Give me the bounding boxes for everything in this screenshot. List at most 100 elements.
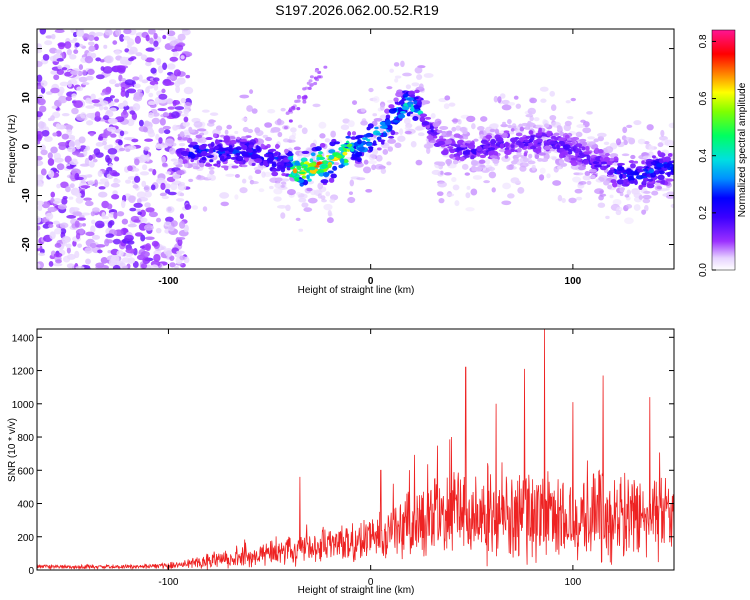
halo-blob [234,194,239,200]
halo-blob [352,100,358,105]
ridge-blob [316,170,321,174]
halo-blob [251,108,258,114]
noise-blob [151,240,159,247]
noise-blob [78,136,86,144]
noise-blob [83,148,88,157]
ridge-blob [377,147,382,151]
noise-blob [94,115,101,122]
noise-blob [142,164,148,171]
noise-blob [165,250,172,258]
noise-blob [177,238,183,247]
ridge-blob [286,152,294,157]
branch-blob [296,96,301,100]
noise-blob [127,165,133,172]
halo-blob [615,138,622,146]
noise-blob [119,130,125,137]
ridge-blob [275,177,283,182]
noise-blob [168,147,176,155]
ridge-blob [459,144,467,148]
noise-blob [86,75,94,81]
noise-blob [43,136,53,142]
noise-blob [76,86,84,92]
halo-blob [255,129,264,137]
ridge-blob [436,129,443,134]
noise-blob [114,50,121,55]
noise-blob [139,154,149,163]
noise-blob [47,158,55,166]
ridge-blob [208,166,215,170]
noise-blob [80,180,87,184]
halo-blob [307,197,318,204]
noise-blob [143,185,150,192]
halo-blob [431,169,441,175]
halo-blob [438,197,445,204]
ridge-blob [599,165,607,171]
ridge-blob [592,161,600,165]
ridge-blob [393,97,399,103]
halo-blob [631,188,639,195]
noise-blob [121,86,126,93]
ridge-blob [367,123,374,129]
halo-blob [511,123,517,128]
ridge-blob [616,179,625,185]
noise-blob [183,108,190,115]
noise-blob [114,98,120,103]
halo-blob [404,130,412,135]
halo-blob [501,99,510,105]
noise-blob [42,54,50,61]
noise-blob [127,223,137,228]
ridge-blob [470,148,478,155]
ridge-blob [181,137,189,141]
noise-blob [134,35,142,44]
ridge-blob [543,145,551,151]
halo-blob [400,60,405,68]
ridge-blob [487,147,496,151]
halo-blob [506,164,514,171]
noise-blob [66,165,74,170]
noise-blob [54,29,65,34]
noise-blob [157,65,164,74]
branch-blob [309,75,314,79]
noise-blob [112,40,118,45]
noise-blob [94,111,101,118]
noise-blob [69,160,79,166]
ridge-blob [616,166,624,171]
noise-blob [183,224,189,233]
halo-blob [258,188,265,193]
ridge-blob [387,135,395,139]
noise-blob [108,219,115,226]
ridge-blob [180,150,189,157]
noise-blob [166,63,176,70]
noise-blob [90,93,96,100]
noise-blob [139,171,150,176]
noise-blob [71,107,79,115]
ridge-blob [342,151,348,156]
ridge-blob [199,162,205,168]
noise-blob [75,192,82,198]
noise-blob [80,112,87,119]
noise-blob [90,219,96,225]
noise-blob [85,112,96,119]
halo-blob [417,132,425,137]
noise-blob [40,87,46,94]
halo-blob [373,117,383,122]
noise-blob [77,243,83,248]
noise-blob [153,32,158,40]
halo-blob [490,123,499,129]
ridge-blob [663,163,668,169]
noise-blob [163,221,172,226]
spectrogram-frame [36,28,675,270]
ridge-blob [528,153,533,159]
noise-blob [129,207,137,212]
halo-blob [587,136,595,140]
halo-blob [578,180,587,185]
halo-blob [274,182,282,189]
ridge-blob [179,131,185,137]
halo-blob [535,124,544,128]
ridge-blob [220,134,225,138]
noise-blob [130,56,137,60]
halo-blob [626,189,632,196]
y-tick-label: 20 [21,43,32,55]
ridge-blob [607,184,613,190]
noise-blob [169,262,176,268]
